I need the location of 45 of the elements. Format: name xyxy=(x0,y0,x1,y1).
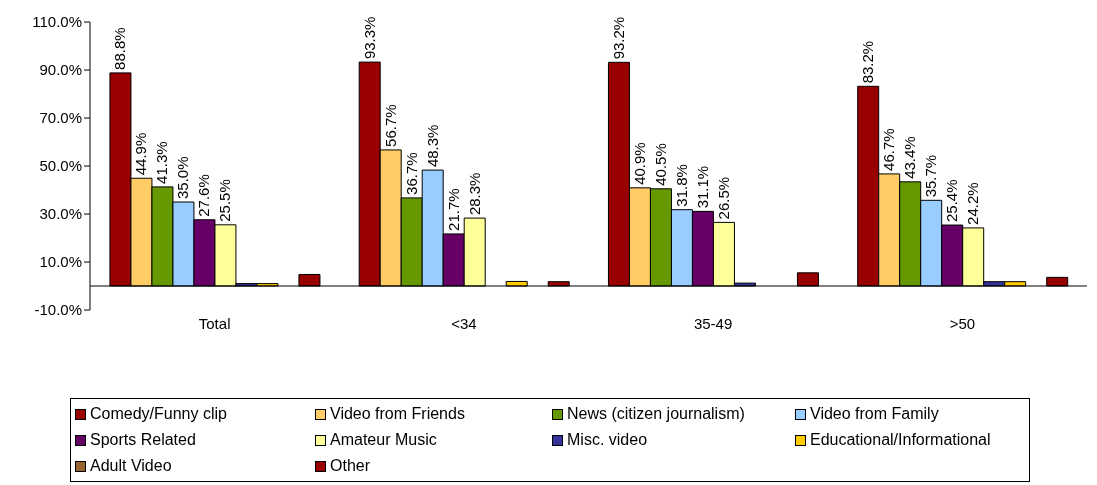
data-label: 31.1% xyxy=(693,165,711,209)
legend-label: Educational/Informational xyxy=(810,431,991,449)
data-label: 56.7% xyxy=(381,104,399,147)
legend-label: Adult Video xyxy=(90,457,172,475)
legend-label: Sports Related xyxy=(90,431,196,449)
data-label: 24.2% xyxy=(964,182,982,225)
data-label: 93.2% xyxy=(609,16,627,60)
x-tick-label: Total xyxy=(198,314,231,332)
data-label: 48.3% xyxy=(423,124,441,168)
data-label: 27.6% xyxy=(195,174,213,217)
data-label: 40.9% xyxy=(630,142,648,185)
data-label: 26.5% xyxy=(714,176,732,220)
legend-label: News (citizen journalism) xyxy=(567,405,745,423)
data-label: 88.8% xyxy=(111,27,129,70)
data-label: 36.7% xyxy=(402,152,420,195)
x-tick-label: >50 xyxy=(949,314,976,332)
data-label: 43.4% xyxy=(901,136,919,179)
data-label: 25.4% xyxy=(943,179,961,223)
data-label: 83.2% xyxy=(859,40,877,84)
legend-label: Amateur Music xyxy=(330,431,437,449)
legend-label: Other xyxy=(330,457,371,475)
data-label: 35.0% xyxy=(174,156,192,199)
y-tick-label: 110.0% xyxy=(32,13,82,31)
data-label: 25.5% xyxy=(216,179,234,222)
data-label: 35.7% xyxy=(922,154,940,198)
data-label: 44.9% xyxy=(132,132,150,176)
y-tick-label: 10.0% xyxy=(39,253,82,271)
y-tick-label: 70.0% xyxy=(39,109,82,127)
y-tick-label: 90.0% xyxy=(39,61,82,79)
legend-label: Misc. video xyxy=(567,431,648,449)
x-tick-label: 35-49 xyxy=(693,314,733,332)
data-label: 41.3% xyxy=(153,141,171,184)
data-label: 21.7% xyxy=(444,188,462,231)
data-label: 46.7% xyxy=(880,128,898,171)
y-tick-label: 50.0% xyxy=(39,157,82,175)
data-label: 93.3% xyxy=(360,16,378,60)
x-tick-label: <34 xyxy=(451,314,477,332)
data-label: 28.3% xyxy=(465,172,483,216)
legend-label: Video from Friends xyxy=(330,405,465,423)
legend-label: Comedy/Funny clip xyxy=(90,405,227,423)
data-label: 31.8% xyxy=(672,164,690,207)
legend-label: Video from Family xyxy=(810,405,939,423)
data-label: 40.5% xyxy=(651,143,669,186)
y-tick-label: -10.0% xyxy=(34,301,82,319)
y-tick-label: 30.0% xyxy=(39,205,82,223)
